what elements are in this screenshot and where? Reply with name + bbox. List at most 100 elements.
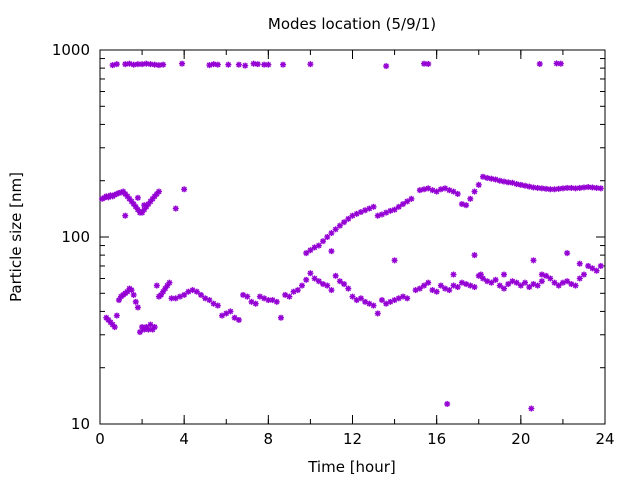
data-point (328, 287, 335, 294)
data-point (551, 186, 558, 193)
data-point (454, 284, 461, 291)
data-point (181, 291, 188, 298)
data-point (324, 234, 331, 240)
data-point (421, 282, 428, 289)
data-point (589, 265, 596, 272)
data-point (179, 60, 186, 67)
x-tick-label: 12 (343, 430, 362, 448)
chart-title: Modes location (5/9/1) (268, 15, 436, 33)
data-point (551, 279, 558, 286)
data-point (130, 291, 137, 298)
x-axis-label: Time [hour] (307, 458, 396, 476)
plot-border (99, 49, 606, 425)
data-point (341, 219, 348, 226)
data-point (557, 60, 564, 67)
data-point (311, 275, 318, 282)
data-points (99, 60, 604, 412)
data-point (538, 271, 545, 278)
data-point (564, 250, 571, 257)
x-tick-label: 8 (264, 430, 274, 448)
data-point (471, 188, 478, 195)
data-point (572, 282, 579, 289)
data-point (391, 257, 398, 264)
data-point (328, 230, 335, 237)
data-point (254, 61, 261, 68)
data-point (252, 300, 259, 307)
data-point (471, 284, 478, 291)
y-axis-label: Particle size [nm] (7, 172, 25, 302)
y-tick-label: 100 (61, 228, 90, 246)
data-point (122, 212, 129, 219)
data-point (151, 324, 158, 331)
data-point (328, 248, 335, 255)
data-point (597, 262, 604, 269)
data-point (479, 173, 486, 180)
data-point (536, 60, 543, 67)
data-point (477, 271, 484, 278)
data-point (273, 298, 280, 305)
data-point (250, 60, 257, 67)
data-point (214, 61, 221, 68)
data-point (332, 226, 339, 233)
data-point (315, 242, 322, 249)
data-point (336, 222, 343, 229)
data-point (492, 176, 499, 183)
data-point (425, 60, 432, 67)
data-point (206, 297, 213, 304)
y-tick-label: 1000 (52, 41, 90, 59)
data-point (214, 302, 221, 309)
data-point (444, 400, 451, 407)
data-point (395, 203, 402, 210)
data-point (248, 298, 255, 305)
data-point (345, 285, 352, 292)
x-tick-label: 20 (511, 430, 530, 448)
data-point (564, 278, 571, 285)
data-point (225, 61, 232, 68)
data-point (231, 314, 238, 321)
data-point (528, 405, 535, 412)
data-point (416, 285, 423, 292)
data-point (153, 282, 160, 289)
data-point (235, 61, 242, 68)
data-point (530, 257, 537, 264)
data-point (370, 302, 377, 309)
data-point (450, 188, 457, 195)
data-point (193, 288, 200, 295)
x-axis: 0 4 8 12 16 20 24 (95, 50, 615, 448)
data-point (383, 63, 390, 70)
data-point (547, 275, 554, 282)
data-point (555, 282, 562, 289)
data-point (408, 195, 415, 202)
data-point (307, 247, 314, 254)
data-point (513, 279, 520, 286)
data-point (315, 278, 322, 285)
data-point (299, 282, 305, 289)
data-point (166, 279, 173, 286)
data-point (256, 293, 263, 300)
data-point (198, 291, 204, 298)
data-point (522, 182, 529, 189)
data-point (341, 281, 348, 288)
data-point (437, 282, 444, 289)
data-point (522, 279, 529, 286)
data-point (568, 281, 575, 288)
data-point (113, 312, 120, 319)
data-point (345, 215, 352, 222)
data-point (505, 281, 512, 288)
data-point (433, 188, 440, 195)
data-point (113, 61, 120, 68)
data-point (155, 188, 162, 195)
data-point (597, 185, 604, 192)
data-point (585, 262, 592, 269)
plot-frame (99, 49, 606, 425)
data-point (227, 308, 234, 315)
data-point (454, 190, 461, 197)
data-point (160, 61, 167, 68)
data-point (132, 298, 139, 305)
data-point (593, 267, 600, 274)
data-point (425, 279, 432, 286)
data-point (517, 181, 524, 188)
data-point (496, 282, 503, 289)
x-tick-label: 16 (427, 430, 446, 448)
y-axis: 10 100 1000 (52, 41, 605, 433)
